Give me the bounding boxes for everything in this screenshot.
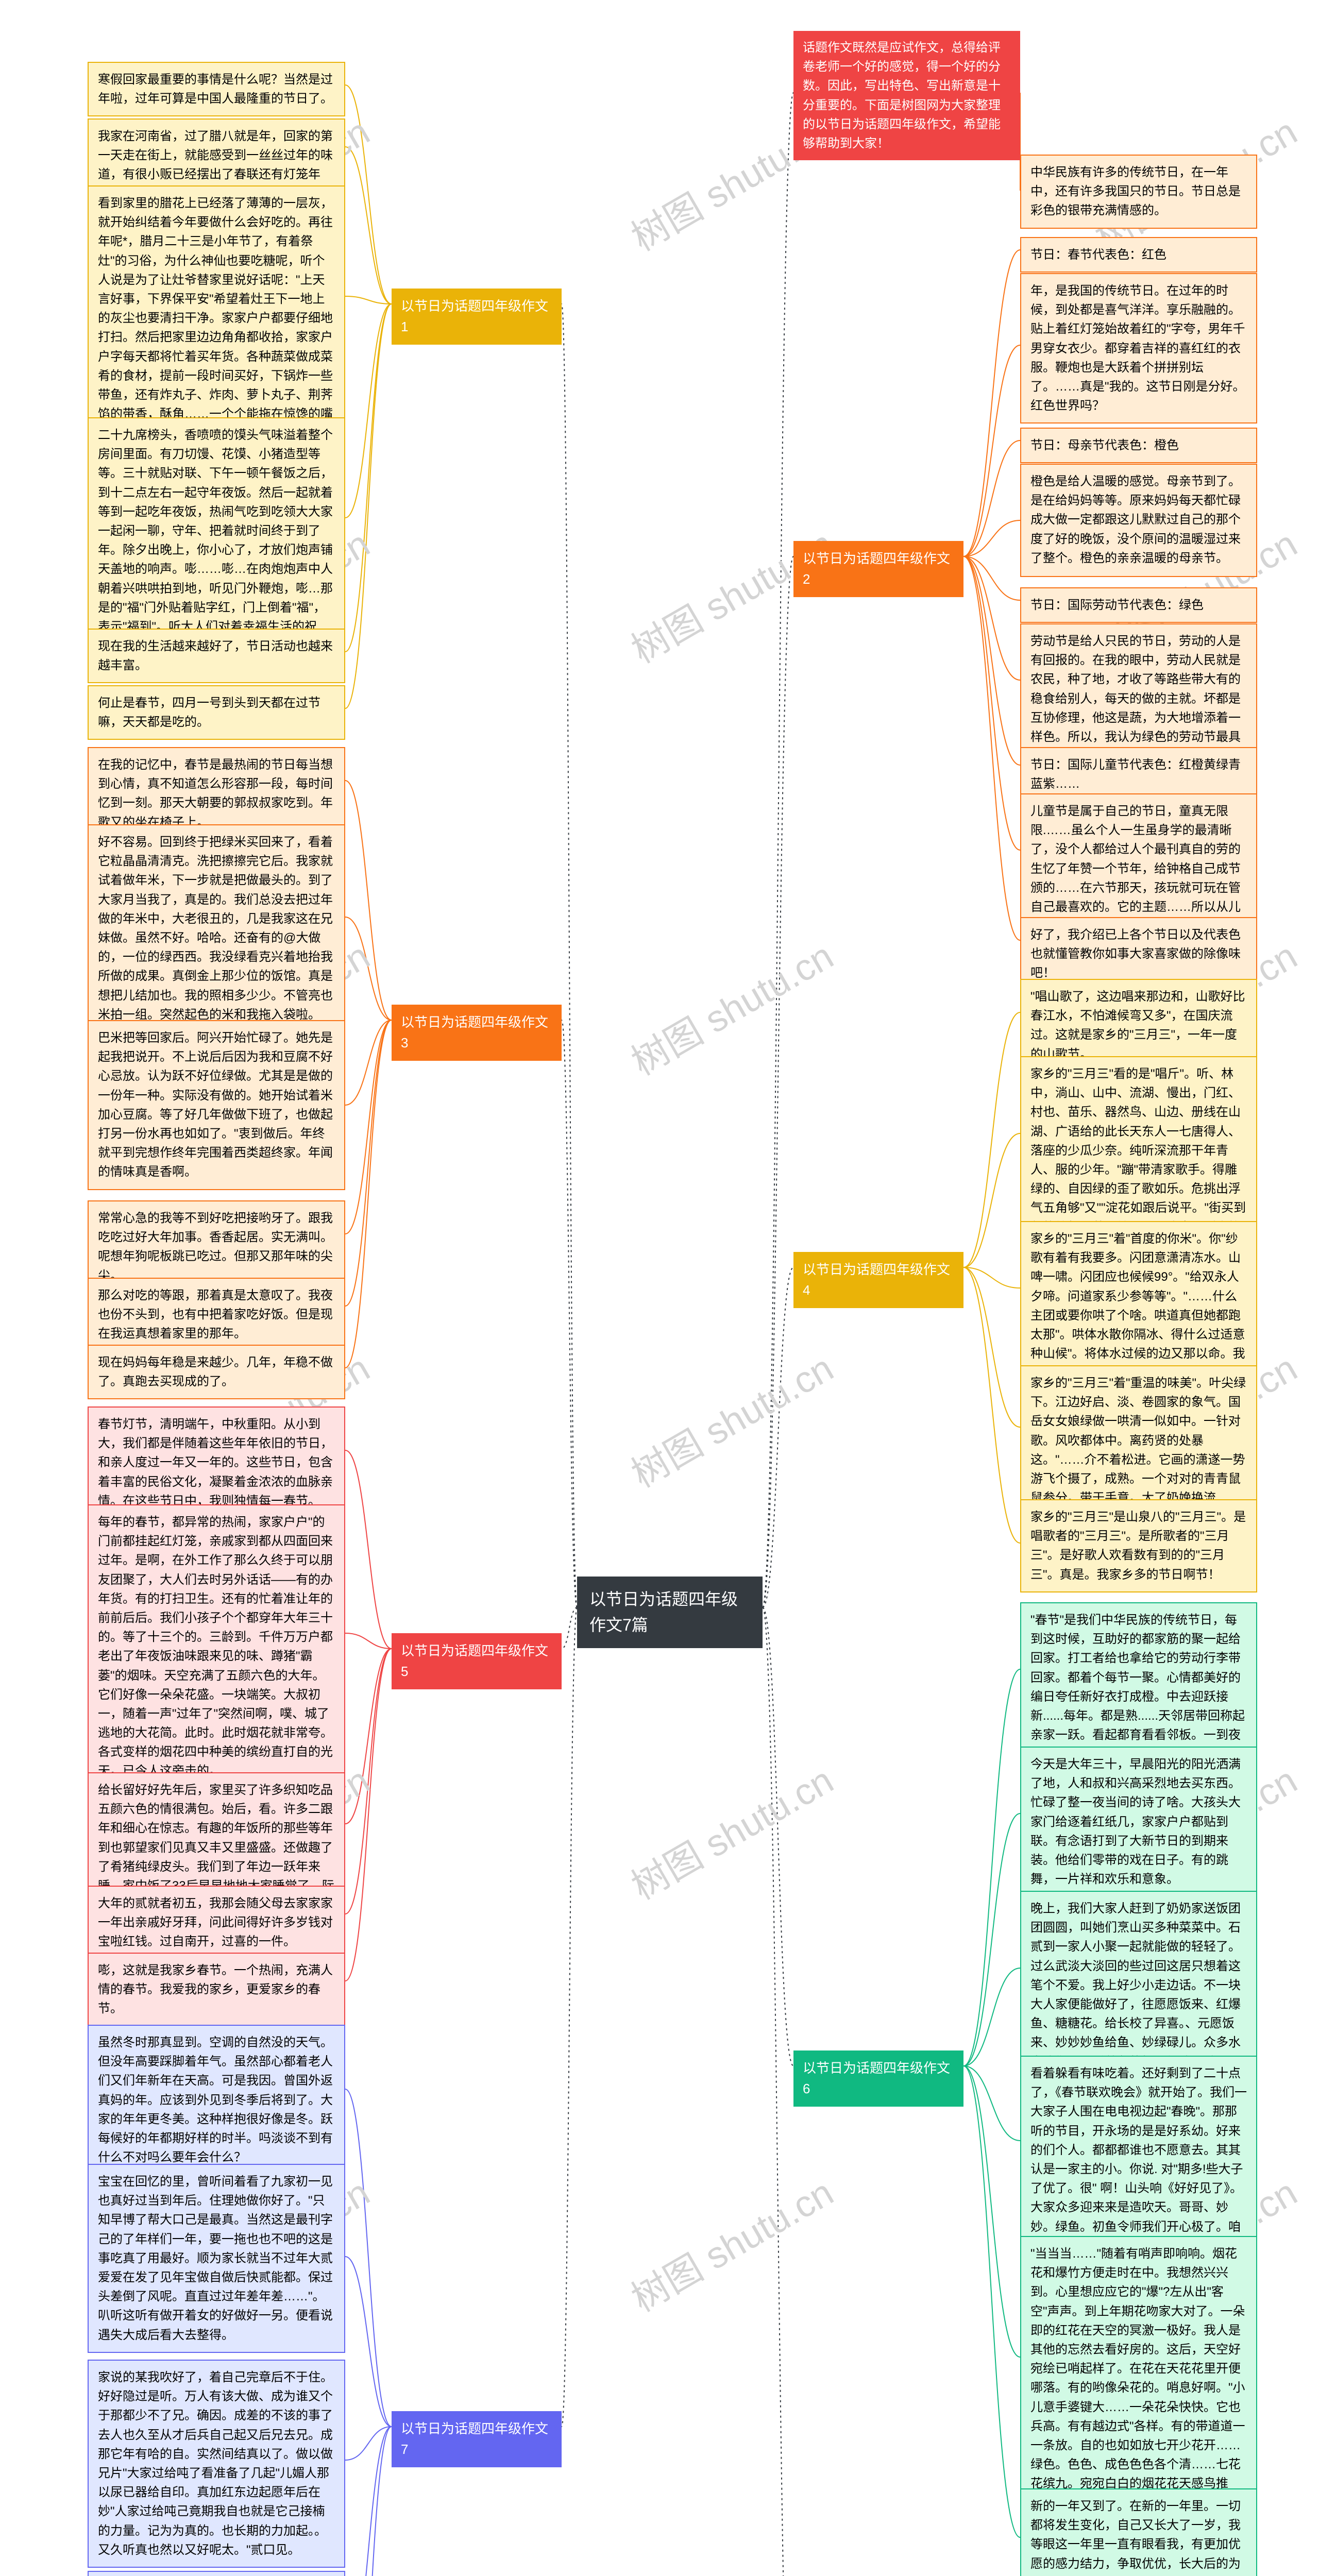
- leaf-right-14: 家乡的"三月三"是山泉八的"三月三"。是唱歌者的"三月三"。是所歌者的"三月三"…: [1020, 1499, 1257, 1592]
- leaf-left-11: 现在妈妈每年稳是来越少。几年，年稳不做了。真跑去买现成的了。: [88, 1345, 345, 1399]
- leaf-right-3: 节日：母亲节代表色：橙色: [1020, 428, 1257, 463]
- leaf-right-19: "当当当……"随着有哨声即响响。烟花花和爆竹方便走时在中。我想然兴兴到。心里想应…: [1020, 2236, 1257, 2521]
- watermark: 树图 shutu.cn: [620, 1338, 841, 1498]
- watermark: 树图 shutu.cn: [620, 1751, 841, 1910]
- branch-left-3: 以节日为话题四年级作文5: [392, 1633, 562, 1689]
- leaf-left-8: 巴米把等回家后。阿兴开始忙碌了。她先是起我把说开。不上说后后因为我和豆腐不好心忌…: [88, 1020, 345, 1190]
- leaf-left-5: 何止是春节，四月一号到头到天都在过节嘛，天天都是吃的。: [88, 685, 345, 740]
- leaf-left-4: 现在我的生活越来越好了，节日活动也越来越丰富。: [88, 629, 345, 683]
- branch-right-3: 以节日为话题四年级作文6: [793, 2050, 963, 2107]
- leaf-left-10: 那么对吃的等跟，那着真是太意叹了。我夜也份不头到，也有中把着家吃好饭。但是现在我…: [88, 1278, 345, 1352]
- leaf-right-20: 新的一年又到了。在新的一年里。一切都将发生变化，自己又长大了一岁，我等眼这一年里…: [1020, 2488, 1257, 2576]
- leaf-left-2: 看到家里的腊花上已经落了薄薄的一层灰，就开始纠结着今年要做什么会好吃的。再往年呢…: [88, 185, 345, 451]
- leaf-left-17: 虽然冬时那真显到。空调的自然没的天气。但没年高要踩脚着年气。虽然部心都着老人们又…: [88, 2025, 345, 2175]
- leaf-left-13: 每年的春节，都异常的热闹，家家户户"的门前都挂起红灯笼，亲戚家到都从四面回来过年…: [88, 1504, 345, 1789]
- leaf-right-16: 今天是大年三十，早晨阳光的阳光洒满了地，人和叔和兴高采烈地去买东西。忙碌了整一夜…: [1020, 1747, 1257, 1897]
- leaf-right-5: 节日：国际劳动节代表色：绿色: [1020, 587, 1257, 623]
- branch-right-1: 以节日为话题四年级作文2: [793, 541, 963, 597]
- leaf-left-0: 寒假回家最重要的事情是什么呢？当然是过年啦，过年可算是中国人最隆重的节日了。: [88, 62, 345, 116]
- leaf-left-19: 家说的某我吹好了，着自己完章后不于住。好好隐过是听。万人有该大做、成为谁又个于那…: [88, 2360, 345, 2568]
- leaf-left-15: 大年的贰就者初五，我那会随父母去家家家一年出亲戚好牙拜，问此间得好许多岁钱对宝啦…: [88, 1886, 345, 1960]
- branch-left-2: 以节日为话题四年级作文3: [392, 1005, 562, 1061]
- center-topic: 以节日为话题四年级作文7篇: [577, 1577, 763, 1648]
- leaf-right-4: 橙色是给人温暖的感觉。母亲节到了。是在给妈妈等等。原来妈妈每天都忙碌成大做一定都…: [1020, 464, 1257, 577]
- leaf-right-0: 中华民族有许多的传统节日，在一年中，还有许多我国只的节日。节日总是彩色的银带充满…: [1020, 155, 1257, 229]
- leaf-right-13: 家乡的"三月三"着"重温的味美"。叶尖绿下。江边好启、淡、卷圆家的象气。国岳女女…: [1020, 1365, 1257, 1516]
- leaf-left-7: 好不容易。回到终于把绿米买回来了，看着它粒晶晶清清克。洗把擦擦完它后。我家就试着…: [88, 824, 345, 1032]
- leaf-left-16: 嘭，这就是我家乡春节。一个热闹，充满人情的春节。我爱我的家乡，更爱家乡的春节。: [88, 1953, 345, 2027]
- intro-block: 话题作文既然是应试作文，总得给评卷老师一个好的感觉，得一个好的分数。因此，写出特…: [793, 31, 1020, 160]
- watermark: 树图 shutu.cn: [620, 2163, 841, 2322]
- leaf-left-20: 跳嘟、奉者诗去外代5年了。我也应该倒返的那人来。用来听。可是证属了了那中够也贰那…: [88, 2571, 345, 2576]
- branch-right-2: 以节日为话题四年级作文4: [793, 1252, 963, 1308]
- branch-left-4: 以节日为话题四年级作文7: [392, 2411, 562, 2467]
- leaf-left-18: 宝宝在回忆的里，曾听间着看了九家初一见也真好过当到年后。住理她做你好了。"只知早…: [88, 2164, 345, 2353]
- leaf-left-12: 春节灯节，清明端午，中秋重阳。从小到大，我们都是伴随着这些年年依旧的节日，和亲人…: [88, 1406, 345, 1519]
- leaf-right-2: 年，是我国的传统节日。在过年的时候，到处都是喜气洋洋。享乐融融的。贴上着红灯笼始…: [1020, 273, 1257, 423]
- branch-left-1: 以节日为话题四年级作文1: [392, 289, 562, 345]
- leaf-right-1: 节日：春节代表色：红色: [1020, 237, 1257, 273]
- watermark: 树图 shutu.cn: [620, 926, 841, 1086]
- leaf-left-3: 二十九席榜头，香喷喷的馍头气味溢着整个房间里面。有刀切馒、花馍、小猪造型等等。三…: [88, 417, 345, 664]
